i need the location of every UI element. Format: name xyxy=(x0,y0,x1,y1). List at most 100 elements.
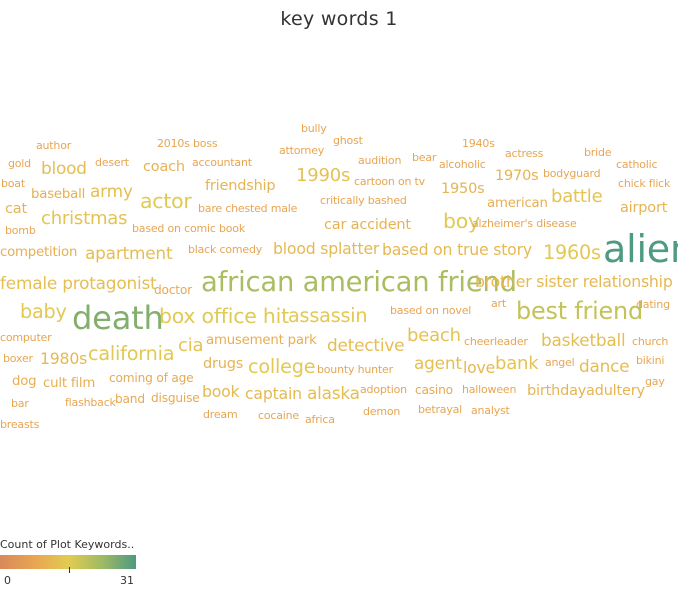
word-amusement-park: amusement park xyxy=(206,333,317,348)
word-blood-splatter: blood splatter xyxy=(273,239,380,258)
word-coach: coach xyxy=(143,159,185,175)
word-college: college xyxy=(248,355,316,378)
word-band: band xyxy=(115,392,145,406)
word-brother-sister-relationship: brother sister relationship xyxy=(475,272,673,291)
word-bully: bully xyxy=(301,122,327,135)
word-baby: baby xyxy=(20,300,67,323)
word-bodyguard: bodyguard xyxy=(543,167,601,180)
word-black-comedy: black comedy xyxy=(188,243,263,256)
word-desert: desert xyxy=(95,156,129,169)
word-dance: dance xyxy=(579,356,630,376)
word-adoption: adoption xyxy=(360,383,407,396)
word-accountant: accountant xyxy=(192,156,252,169)
word-american: american xyxy=(487,196,548,211)
word-angel: angel xyxy=(545,356,575,369)
word-airport: airport xyxy=(620,200,668,216)
word-casino: casino xyxy=(415,383,453,397)
word-based-on-true-story: based on true story xyxy=(382,240,532,259)
word-apartment: apartment xyxy=(85,243,173,263)
word-audition: audition xyxy=(358,154,402,167)
word-christmas: christmas xyxy=(41,208,128,229)
word-1970s: 1970s xyxy=(495,168,539,184)
word-cheerleader: cheerleader xyxy=(464,335,528,348)
word-alien: alien xyxy=(603,227,678,271)
word-assassin: assassin xyxy=(288,304,368,327)
word-battle: battle xyxy=(551,186,603,207)
word-1980s: 1980s xyxy=(40,349,88,368)
word-flashback: flashback xyxy=(65,396,116,409)
word-based-on-comic-book: based on comic book xyxy=(132,222,246,235)
word-basketball: basketball xyxy=(541,330,626,350)
word-bank: bank xyxy=(495,353,539,374)
word-boat: boat xyxy=(1,177,25,190)
word-1940s: 1940s xyxy=(462,137,495,150)
word-car-accident: car accident xyxy=(324,217,411,233)
word-california: california xyxy=(88,342,175,365)
word-gay: gay xyxy=(645,375,665,388)
word-bear: bear xyxy=(412,151,437,164)
word-female-protagonist: female protagonist xyxy=(0,273,157,293)
word-book: book xyxy=(202,382,240,401)
word-beach: beach xyxy=(407,325,461,346)
word-catholic: catholic xyxy=(616,158,658,171)
word-competition: competition xyxy=(0,245,78,260)
word-cartoon-on-tv: cartoon on tv xyxy=(354,175,425,188)
word-cat: cat xyxy=(5,201,27,217)
word-death: death xyxy=(72,299,164,337)
word-attorney: attorney xyxy=(279,144,325,157)
word-blood: blood xyxy=(41,158,87,178)
word-actress: actress xyxy=(505,147,544,160)
legend-midpoint-tick xyxy=(69,567,70,573)
legend-title: Count of Plot Keywords.. xyxy=(0,538,135,551)
word-agent: agent xyxy=(414,353,462,373)
word-boxer: boxer xyxy=(3,352,33,365)
word-african-american-friend: african american friend xyxy=(201,267,517,298)
word-bikini: bikini xyxy=(636,354,665,367)
word-cocaine: cocaine xyxy=(258,409,299,422)
word-critically-bashed: critically bashed xyxy=(320,194,407,207)
word-computer: computer xyxy=(0,331,52,344)
word-friendship: friendship xyxy=(205,178,276,194)
word-box-office-hit: box office hit xyxy=(159,304,289,328)
word-army: army xyxy=(90,181,133,201)
legend-max-label: 31 xyxy=(120,574,134,587)
word-bar: bar xyxy=(11,397,29,410)
chart-title: key words 1 xyxy=(280,8,398,30)
word-captain: captain xyxy=(245,384,302,403)
word-bomb: bomb xyxy=(5,224,36,237)
word-bride: bride xyxy=(584,146,612,159)
word-church: church xyxy=(632,335,669,348)
word-analyst: analyst xyxy=(471,404,510,417)
word-cult-film: cult film xyxy=(43,376,96,391)
word-dating: dating xyxy=(636,298,670,311)
word-art: art xyxy=(491,297,506,310)
word-breasts: breasts xyxy=(0,418,40,431)
word-africa: africa xyxy=(305,413,335,426)
word-bounty-hunter: bounty hunter xyxy=(317,363,393,376)
word-coming-of-age: coming of age xyxy=(109,371,194,385)
word-best-friend: best friend xyxy=(516,297,643,325)
word-1960s: 1960s xyxy=(543,241,601,264)
word-adultery: adultery xyxy=(586,383,645,399)
word-love: love xyxy=(463,358,496,377)
word-dream: dream xyxy=(203,408,238,421)
word-dog: dog xyxy=(12,374,37,389)
word-boy: boy xyxy=(443,209,480,233)
word-alaska: alaska xyxy=(307,383,360,403)
word-chick-flick: chick flick xyxy=(618,177,671,190)
word-actor: actor xyxy=(140,189,192,213)
word-betrayal: betrayal xyxy=(418,403,463,416)
word-disguise: disguise xyxy=(151,391,200,405)
word-alzheimer-s-disease: alzheimer's disease xyxy=(472,217,577,230)
word-birthday: birthday xyxy=(527,383,587,399)
word-detective: detective xyxy=(327,335,405,355)
word-author: author xyxy=(36,139,72,152)
word-demon: demon xyxy=(363,405,401,418)
word-doctor: doctor xyxy=(154,283,192,297)
word-based-on-novel: based on novel xyxy=(390,304,472,317)
word-ghost: ghost xyxy=(333,134,363,147)
word-alcoholic: alcoholic xyxy=(439,158,486,171)
word-bare-chested-male: bare chested male xyxy=(198,202,298,215)
word-gold: gold xyxy=(8,157,31,170)
